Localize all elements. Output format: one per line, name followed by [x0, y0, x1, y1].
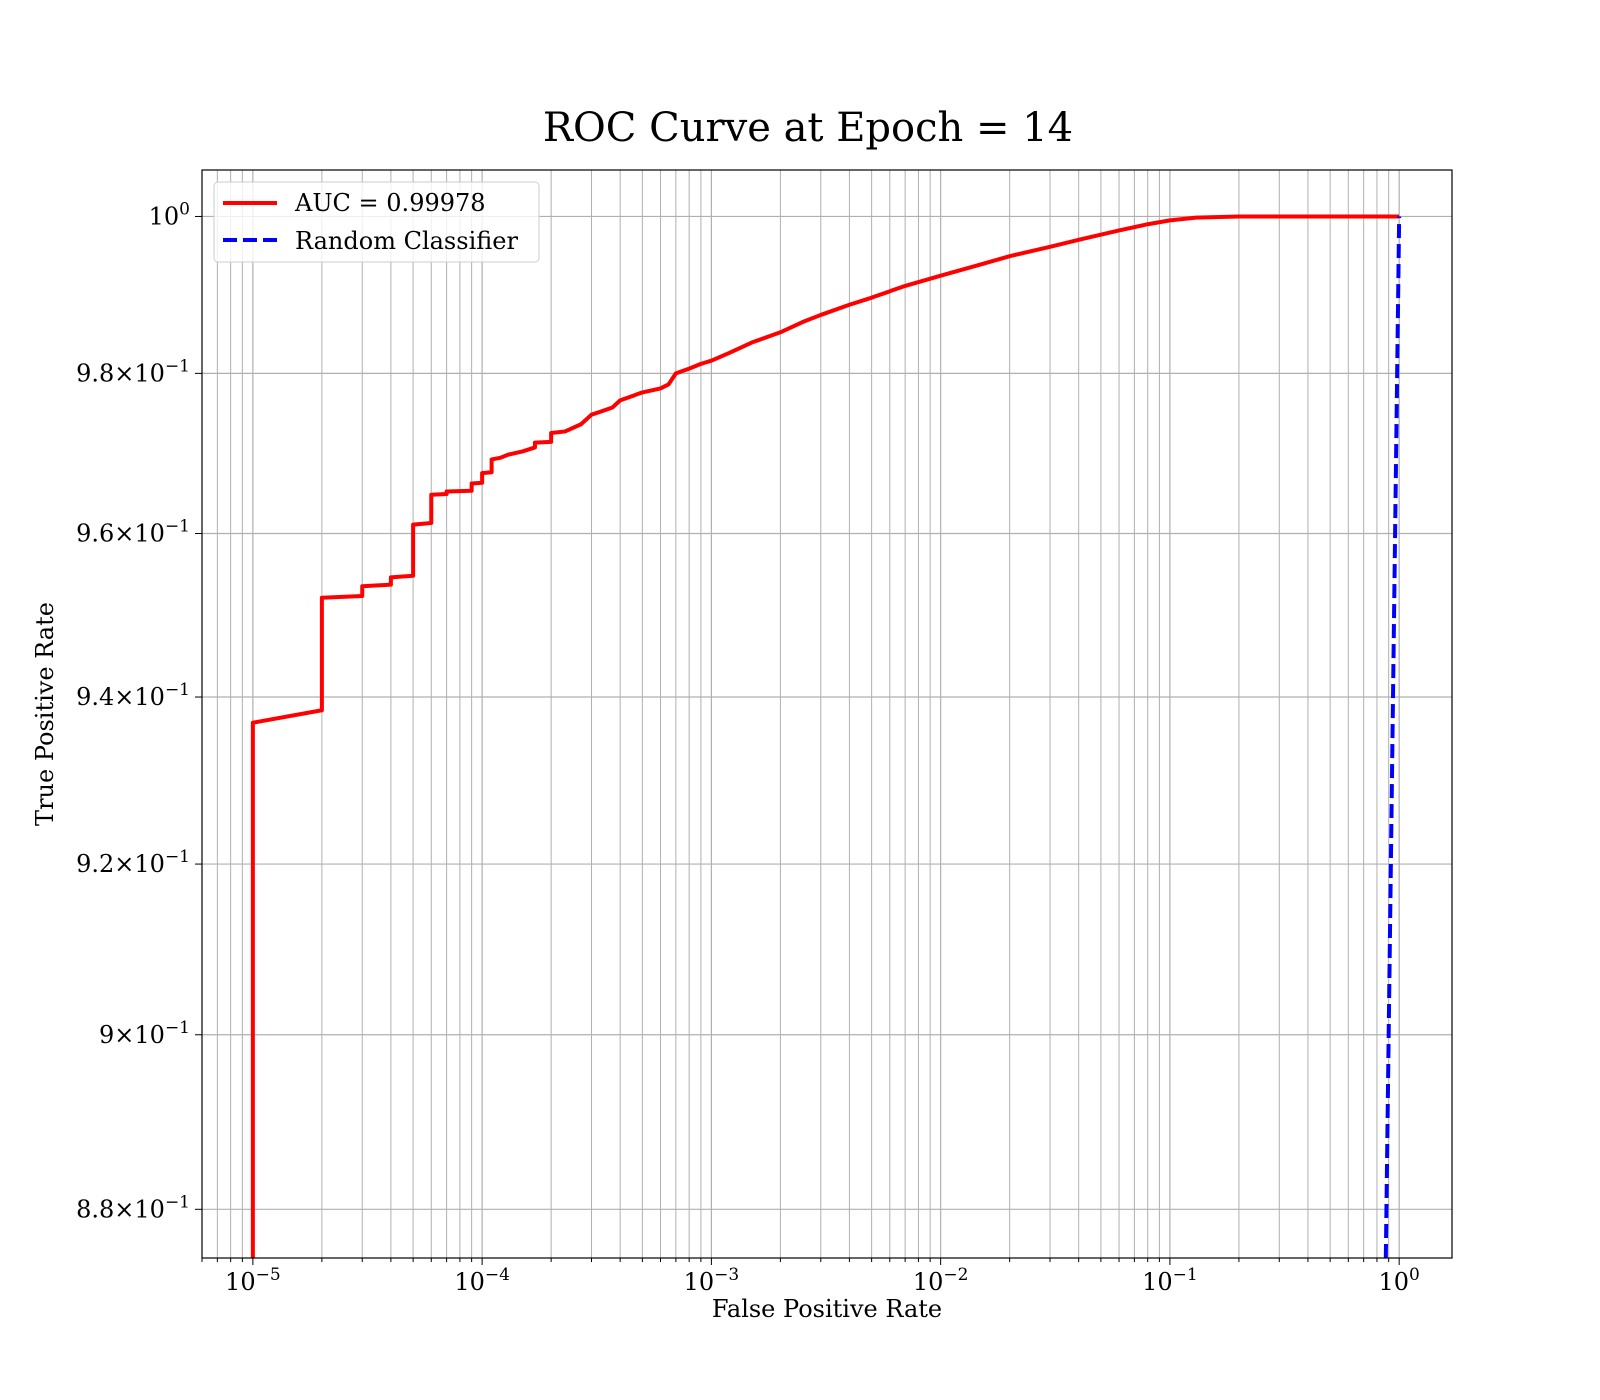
- x-tick-label: 100: [1378, 1265, 1419, 1296]
- grid: [201, 170, 1452, 1258]
- series-layer: [250, 214, 1402, 1258]
- x-tick-label: 10−2: [913, 1265, 969, 1296]
- chart-title: ROC Curve at Epoch = 14: [543, 105, 1073, 151]
- x-tick-label: 10−1: [1142, 1265, 1198, 1296]
- y-tick-label: 9.4×10−1: [76, 680, 190, 711]
- axis-ticks: 8.8×10−1 9×10−1 9.2×10−1 9.4×10−1 9.6×10−1 9.…: [76, 199, 1420, 1296]
- y-tick-label: 9.6×10−1: [76, 517, 190, 548]
- y-tick-label: 9×10−1: [99, 1018, 190, 1049]
- random-classifier-line: [1383, 216, 1402, 1258]
- plot-frame: [201, 169, 1453, 1259]
- y-tick-label: 9.8×10−1: [76, 356, 190, 387]
- y-tick-label: 8.8×10−1: [76, 1192, 190, 1223]
- plot-area: [202, 170, 1452, 1258]
- legend: AUC = 0.99978 Random Classifier: [213, 181, 540, 263]
- x-tick-label: 10−3: [684, 1265, 740, 1296]
- legend-label-random: Random Classifier: [295, 227, 518, 255]
- legend-label-auc: AUC = 0.99978: [294, 189, 486, 217]
- x-tick-label: 10−4: [454, 1265, 510, 1296]
- x-axis-label: False Positive Rate: [712, 1295, 942, 1323]
- roc-curve-line: [250, 214, 1400, 1258]
- y-tick-label: 100: [149, 199, 190, 230]
- y-tick-label: 9.2×10−1: [76, 847, 190, 878]
- x-tick-label: 10−5: [225, 1265, 281, 1296]
- legend-box: [213, 181, 540, 263]
- y-axis-label: True Positive Rate: [31, 602, 59, 826]
